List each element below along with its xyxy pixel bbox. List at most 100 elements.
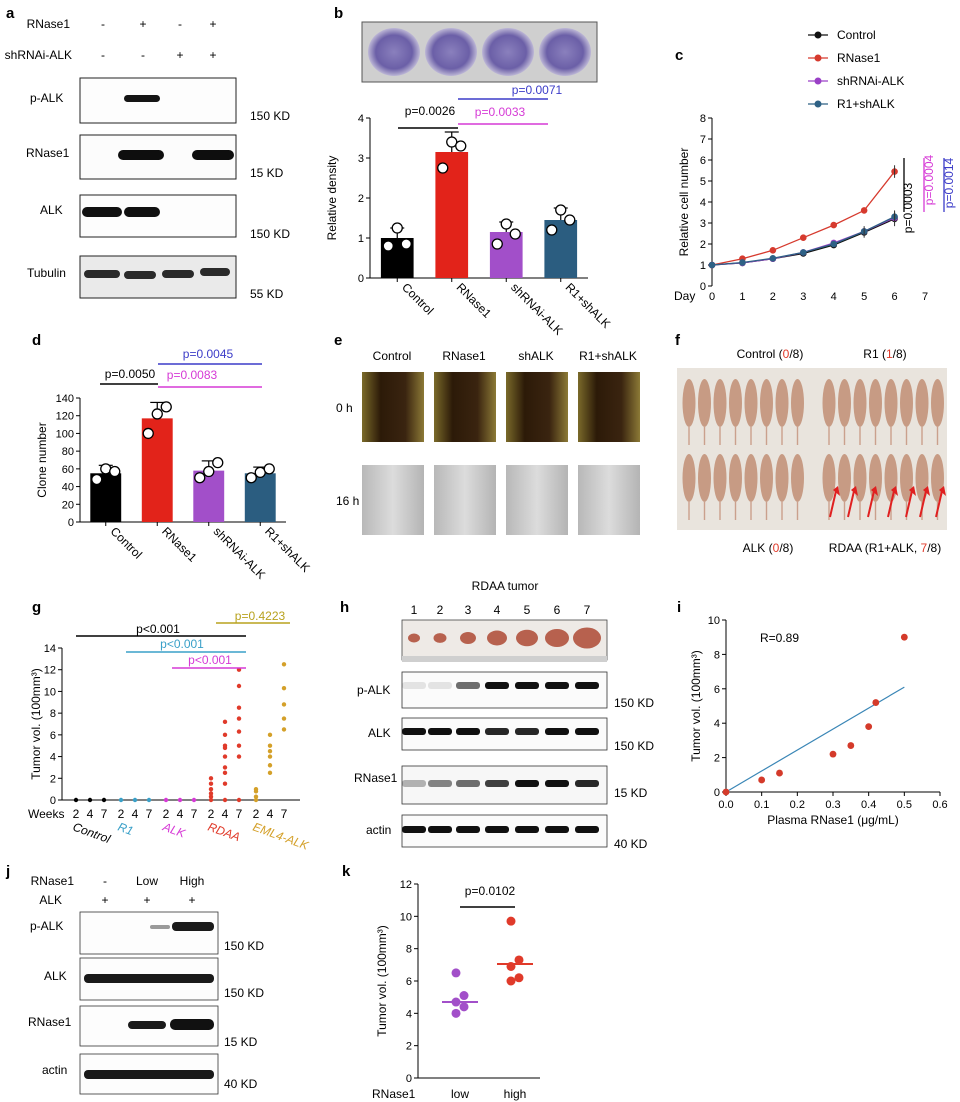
a-band [124, 207, 160, 217]
legend-marker [814, 77, 822, 85]
data-point [267, 732, 273, 738]
band [428, 826, 452, 833]
a-kd-label-1: 150 KD [250, 109, 290, 123]
tumor-arrowhead [871, 486, 878, 496]
mice-group [682, 379, 946, 520]
y-tick-label: 140 [56, 393, 74, 405]
data-point [222, 797, 228, 803]
x-tick-label: 0.4 [861, 799, 876, 811]
band [402, 682, 426, 689]
mouse [713, 379, 727, 427]
y-tick-label: 4 [700, 197, 706, 209]
y-tick-label: 4 [50, 752, 56, 764]
data-point [160, 401, 172, 413]
data-point [829, 750, 837, 758]
f-name: ALK [743, 541, 766, 555]
c-pvalue-3: p=0.0014 [942, 157, 956, 208]
mouse [869, 379, 882, 427]
h-bands [402, 682, 599, 833]
data-point [267, 743, 273, 748]
d-pvalue-1: p=0.0050 [105, 367, 156, 381]
a-row1-mark-2: + [139, 17, 146, 31]
band [515, 728, 539, 735]
mouse [931, 379, 944, 427]
f-count: 0 [783, 347, 790, 361]
data-point [194, 472, 206, 484]
data-point [459, 991, 469, 1001]
j-row1-mark-1: - [103, 874, 107, 888]
data-point [236, 743, 242, 748]
y-axis-label: Relative density [325, 156, 339, 241]
j-kd-label-2: 150 KD [224, 986, 264, 1000]
data-point [500, 218, 512, 230]
mouse [915, 454, 929, 502]
g-pvalue-1: p<0.001 [136, 622, 180, 636]
chart-d: 0 20 40 60 80 100 120 140 Clone number Control RNa… [35, 363, 313, 582]
a-band [162, 270, 194, 278]
panel-letter-c: c [675, 47, 683, 64]
band [485, 780, 509, 787]
x-tick-label: high [504, 1087, 527, 1101]
j-row1-mark-3: High [180, 874, 205, 888]
data-point [73, 797, 79, 803]
b-pvalue-2: p=0.0033 [475, 105, 526, 119]
wound-image-16h-r1shalk [578, 465, 640, 535]
legend-marker [814, 31, 822, 39]
data-point [222, 781, 228, 786]
band [575, 780, 599, 787]
chart-b: 0 1 2 3 4 Relative density Control RNase1 shRNAi… [325, 98, 613, 338]
tumor [433, 633, 447, 643]
tumor-arrowhead [833, 486, 840, 496]
tumor-arrow [847, 490, 855, 518]
mouse [760, 454, 773, 502]
y-tick-label: 10 [708, 615, 720, 627]
data-point [446, 136, 458, 148]
c-pvalue-2: p=0.0004 [922, 154, 936, 205]
group-label: Control [71, 820, 112, 847]
h-kd-label-2: 150 KD [614, 739, 654, 753]
data-point [91, 473, 103, 486]
data-point [758, 776, 766, 784]
y-tick-label: 2 [700, 239, 706, 251]
data-point [267, 754, 273, 759]
panel-letter-d: d [32, 332, 41, 349]
data-point [546, 224, 558, 236]
week-tick-label: 7 [146, 807, 153, 821]
tumor-group [408, 627, 601, 649]
k-xaxis-prefix: RNase1 [372, 1087, 416, 1101]
y-axis-label: Tumor vol. (100mm³) [689, 650, 703, 762]
panel-f: Control (0/8) R1 (1/8) ALK (0/8) RDAA (R… [677, 347, 947, 555]
data-point [263, 463, 275, 475]
data-point [830, 240, 838, 248]
f-label-top-left: Control (0/8) [737, 347, 804, 361]
y-tick-label: 8 [714, 649, 720, 661]
wound-image-16h-shalk [506, 465, 568, 535]
f-name: R1 [863, 347, 879, 361]
j-blot-label-3: RNase1 [28, 1015, 72, 1029]
data-point [222, 770, 228, 776]
week-tick-label: 4 [267, 807, 274, 821]
well [368, 28, 420, 76]
j-band [150, 925, 170, 929]
week-tick-label: 4 [87, 807, 94, 821]
data-point [776, 769, 783, 777]
week-tick-label: 2 [118, 807, 125, 821]
band [485, 682, 509, 689]
data-point [391, 222, 403, 234]
h-blot-label-3: RNase1 [354, 771, 398, 785]
tumor [545, 629, 569, 647]
x-axis-label: Plasma RNase1 (μg/mL) [767, 813, 899, 827]
data-point [236, 754, 242, 759]
x-tick-label: 0.3 [825, 799, 840, 811]
data-point [222, 743, 228, 748]
y-tick-label: 0 [50, 795, 56, 807]
j-row1-label: RNase1 [31, 874, 75, 888]
h-lane-7: 7 [584, 603, 591, 617]
tumor-arrow [919, 490, 927, 518]
data-point [253, 786, 259, 792]
mouse [900, 379, 913, 427]
panel-letter-f: f [675, 332, 681, 349]
y-axis-label: Tumor vol. (100mm³) [375, 925, 389, 1037]
a-row2-mark-3: + [176, 48, 183, 62]
chart-i: 0 2 4 6 8 10 0.0 0.1 0.2 0.3 0.4 0.5 0.6 Plasma RNase… [689, 615, 948, 827]
